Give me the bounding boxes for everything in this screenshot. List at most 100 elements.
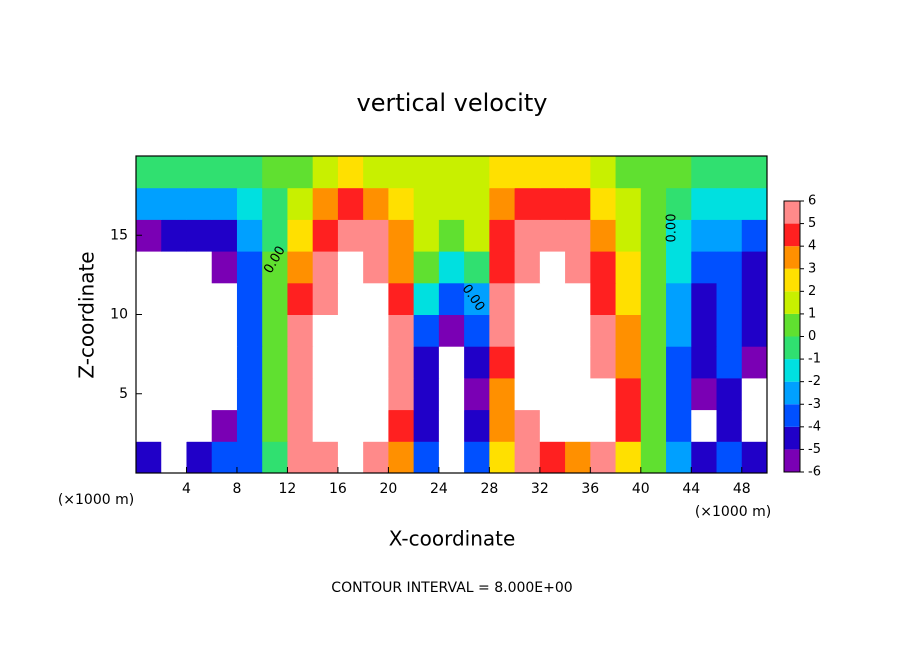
field-cell (312, 377, 339, 411)
colorbar-band (784, 404, 800, 427)
field-cell (236, 282, 263, 315)
field-cell (590, 441, 617, 474)
field-cell (615, 187, 642, 220)
field-cell (186, 282, 213, 315)
field-cell (716, 314, 743, 347)
field-cell (413, 219, 440, 252)
field-cell (136, 251, 162, 284)
field-cell (464, 409, 490, 442)
field-cell (161, 314, 187, 347)
field-cell (565, 251, 591, 284)
field-cell (741, 156, 768, 189)
field-cell (136, 346, 162, 379)
field-cell (236, 187, 263, 220)
colorbar-tick-label: -2 (808, 374, 821, 389)
x-tick-label: 16 (329, 481, 347, 497)
x-tick-label: 20 (379, 481, 397, 497)
field-cell (489, 346, 516, 379)
colorbar-tick-label: 6 (808, 194, 816, 209)
x-tick-label: 24 (430, 481, 448, 497)
field-cell (413, 314, 440, 347)
field-cell (287, 314, 314, 347)
field-cell (489, 251, 516, 284)
field-cell (590, 377, 617, 411)
field-cell (615, 409, 642, 442)
field-cell (161, 156, 187, 189)
field-cell (741, 219, 768, 252)
field-cell (640, 187, 667, 220)
field-cell (312, 219, 339, 252)
field-cell (464, 314, 490, 347)
field-cell (539, 187, 566, 220)
field-cell (514, 441, 541, 474)
field-cell (640, 377, 667, 411)
field-cell (489, 156, 516, 189)
field-cell (262, 251, 288, 284)
field-cell (438, 282, 465, 315)
colorbar-tick-label: 5 (808, 216, 816, 231)
field-cell (236, 409, 263, 442)
field-cell (438, 409, 465, 442)
colorbar-tick-label: -6 (808, 465, 821, 480)
chart-title: vertical velocity (357, 89, 548, 117)
field-cell (741, 377, 768, 411)
colorbar-band (784, 291, 800, 314)
field-cell (312, 314, 339, 347)
field-cell (287, 219, 314, 252)
field-cell (666, 346, 692, 379)
field-cell (590, 314, 617, 347)
field-cell (388, 219, 415, 252)
field-cell (287, 441, 314, 474)
field-cell (691, 314, 718, 347)
field-cell (716, 377, 743, 411)
field-cell (741, 314, 768, 347)
field-cell (262, 314, 288, 347)
colorbar-tick-label: -4 (808, 419, 821, 434)
field-cell (590, 156, 617, 189)
field-cell (691, 156, 718, 189)
field-cell (363, 187, 389, 220)
field-cell (615, 314, 642, 347)
x-tick-label: 32 (531, 481, 549, 497)
field-cell (615, 251, 642, 284)
field-cell (211, 409, 238, 442)
field-cell (287, 282, 314, 315)
field-cell (741, 187, 768, 220)
field-cell (590, 409, 617, 442)
field-cell (615, 282, 642, 315)
field-cell (337, 314, 364, 347)
field-cell (236, 314, 263, 347)
field-cell (211, 441, 238, 474)
field-cell (741, 409, 768, 442)
field-cell (136, 282, 162, 315)
field-cell (312, 409, 339, 442)
field-cell (236, 441, 263, 474)
field-cell (666, 251, 692, 284)
field-cell (691, 219, 718, 252)
field-cell (539, 156, 566, 189)
field-cell (666, 187, 692, 220)
field-cell (514, 187, 541, 220)
field-cell (186, 346, 213, 379)
x-tick-label: 8 (232, 481, 241, 497)
field-cell (464, 377, 490, 411)
field-cell (337, 251, 364, 284)
field-cell (514, 314, 541, 347)
field-cell (136, 156, 162, 189)
field-cell (363, 346, 389, 379)
field-cell (691, 282, 718, 315)
x-tick-label: 28 (480, 481, 498, 497)
field-cell (136, 314, 162, 347)
field-cell (287, 251, 314, 284)
colorbar-tick-label: 0 (808, 329, 816, 344)
field-cell (666, 314, 692, 347)
field-cell (388, 409, 415, 442)
field-cell (741, 346, 768, 379)
field-cell (413, 282, 440, 315)
field-cell (565, 156, 591, 189)
field-cell (388, 251, 415, 284)
field-cell (539, 441, 566, 474)
field-cell (413, 409, 440, 442)
field-cell (211, 314, 238, 347)
